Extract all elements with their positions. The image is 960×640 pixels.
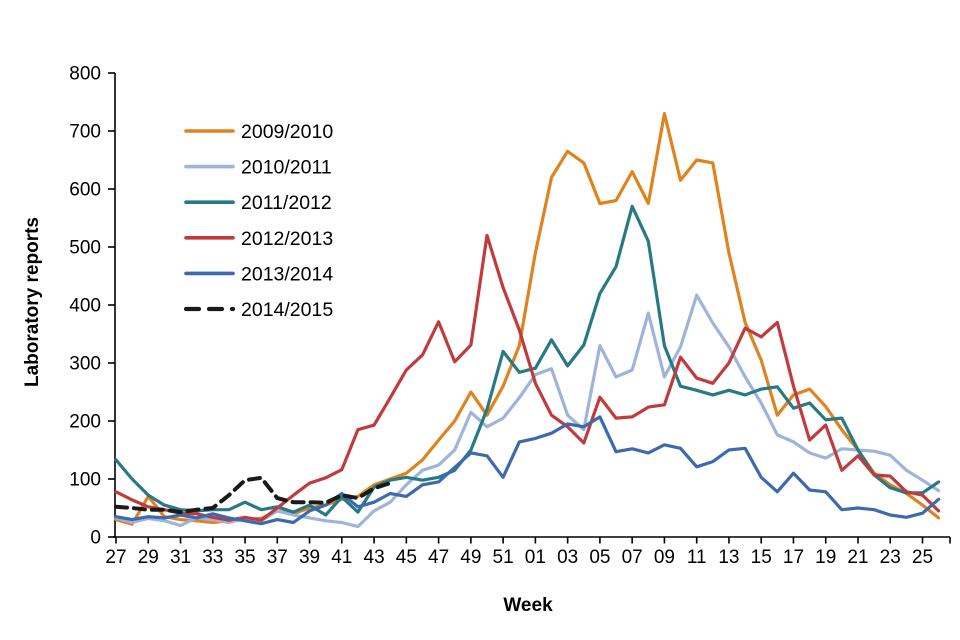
y-tick-label: 500	[69, 238, 101, 259]
x-tick-label: 47	[428, 547, 449, 568]
x-tick-label: 49	[460, 547, 481, 568]
x-tick-label: 31	[170, 547, 191, 568]
x-tick-label: 05	[589, 547, 610, 568]
legend-label-2013-2014: 2013/2014	[241, 263, 333, 285]
y-tick-label: 400	[69, 296, 101, 317]
legend-label-2009-2010: 2009/2010	[241, 121, 333, 143]
series-line-2014-2015	[114, 475, 393, 515]
x-tick-label: 17	[783, 547, 804, 568]
series-line-2011-2012	[114, 204, 941, 517]
x-tick-label: 07	[622, 547, 643, 568]
y-tick-label: 700	[69, 122, 101, 143]
series-line-2013-2014	[114, 415, 941, 526]
x-tick-label: 51	[493, 547, 514, 568]
x-tick-label: 27	[105, 547, 126, 568]
y-tick-label: 0	[90, 528, 101, 549]
x-tick-label: 29	[138, 547, 159, 568]
x-tick-label: 11	[687, 547, 707, 568]
x-tick-label: 25	[912, 547, 933, 568]
x-tick-label: 43	[364, 547, 385, 568]
x-tick-label: 13	[718, 547, 739, 568]
y-tick-label: 100	[69, 470, 101, 491]
x-tick-label: 39	[299, 547, 320, 568]
x-tick-label: 45	[396, 547, 417, 568]
legend-label-2010-2011: 2010/2011	[241, 157, 332, 179]
x-tick-label: 33	[202, 547, 223, 568]
x-tick-label: 19	[815, 547, 836, 568]
series-line-2012-2013	[114, 233, 941, 522]
y-tick-label: 300	[69, 354, 101, 375]
x-tick-label: 03	[557, 547, 578, 568]
x-tick-label: 37	[267, 547, 288, 568]
y-tick-label: 200	[69, 412, 101, 433]
y-tick-label: 600	[69, 180, 101, 201]
y-tick-label: 800	[69, 64, 101, 85]
x-tick-label: 15	[751, 547, 772, 568]
legend-label-2014-2015: 2014/2015	[241, 299, 333, 321]
y-axis-title: Laboratory reports	[22, 217, 43, 387]
x-tick-label: 35	[234, 547, 255, 568]
x-tick-label: 01	[525, 547, 546, 568]
legend-label-2011-2012: 2011/2012	[241, 192, 332, 214]
legend-label-2012-2013: 2012/2013	[241, 228, 333, 250]
series-line-2009-2010	[114, 111, 941, 526]
x-tick-label: 21	[847, 547, 868, 568]
x-tick-label: 23	[880, 547, 901, 568]
x-tick-label: 09	[654, 547, 675, 568]
x-tick-label: 41	[331, 547, 352, 568]
x-axis-title: Week	[503, 595, 553, 616]
